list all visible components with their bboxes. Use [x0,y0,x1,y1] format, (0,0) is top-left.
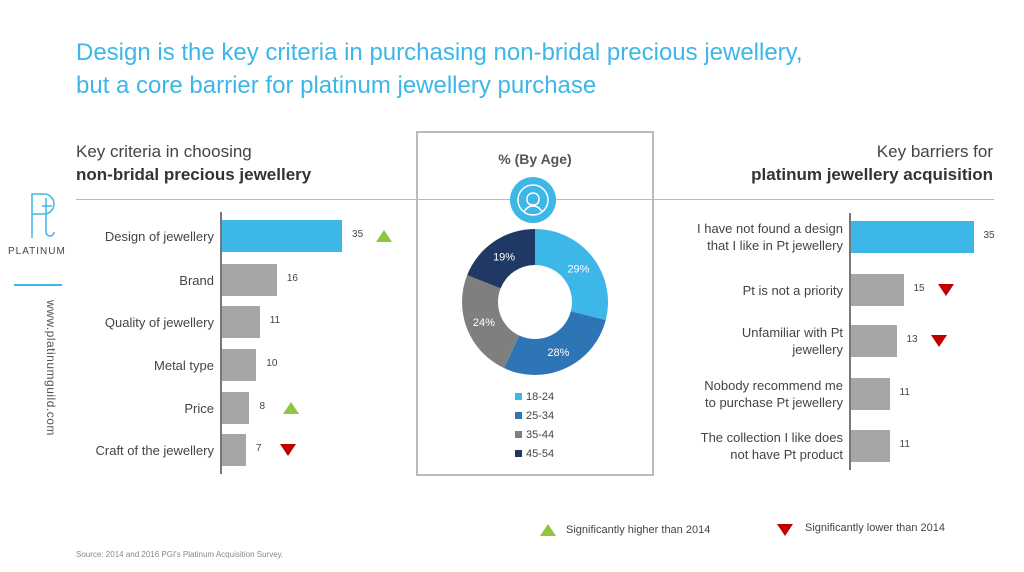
right-title-2: platinum jewellery acquisition [751,165,993,184]
bar-label: Craft of the jewellery [96,442,215,459]
bar-value: 11 [899,439,910,450]
age-panel [416,131,654,476]
bar-label-line: not have Pt product [730,447,843,462]
legend-swatch [515,393,522,400]
bar-label-line: Metal type [154,357,214,373]
bar-label: I have not found a design that I like in … [697,220,843,254]
legend-item: 25-34 [515,410,554,422]
bar-label-line: I have not found a design [696,221,843,236]
bar [851,325,897,357]
bar-label-line: Quality of jewellery [104,314,214,330]
legend-item: 35-44 [515,429,554,441]
legend-label: 18-24 [526,391,555,403]
donut-chart: 29% 28% 24% 19% [462,229,608,375]
title-line-1: Design is the key criteria in purchasing… [76,39,803,66]
logo-divider [14,284,62,286]
bar-label: The collection I like does not have Pt pr… [701,429,843,463]
bar-label-line: The collection I like does [700,430,843,445]
donut-slice [503,311,606,375]
donut-slice [535,229,608,321]
bar [851,378,890,410]
platinum-logo-icon [31,193,55,238]
bar-label: Quality of jewellery [105,314,214,331]
bar-value: 7 [256,443,262,454]
bar [851,430,890,462]
bar-label: Design of jewellery [105,228,214,245]
bar-value: 13 [906,334,918,345]
bar-label-line: Unfamiliar with Pt [741,325,843,340]
bar-value: 11 [899,387,910,398]
legend-label: 35-44 [526,429,555,441]
bar-label-line: that I like in Pt jewellery [707,238,843,253]
title-line-2: but a core barrier for platinum jeweller… [76,72,597,99]
bar-label: Price [184,400,214,417]
bar-label-line: jewellery [792,342,843,357]
legend-item: 18-24 [515,391,554,403]
donut-slice [462,275,520,369]
divider-right [654,199,994,200]
bar [222,434,246,466]
donut-slice [467,229,535,289]
bar [222,264,277,296]
bar-label-line: Brand [179,272,214,288]
bar-value: 8 [259,401,265,412]
bar-value: 11 [269,315,281,326]
website-url: www.platinumguild.com [44,300,58,436]
bar-label: Unfamiliar with Pt jewellery [742,324,843,358]
chart-axis [220,212,222,474]
slice-label: 28% [547,347,569,359]
bar-value: 16 [286,273,298,284]
increase-icon [376,230,393,242]
female-user-icon [510,177,556,223]
bar [851,221,974,253]
bar-label-line: Design of jewellery [104,228,214,244]
legend-up-icon [540,524,556,536]
legend-item: 45-54 [515,448,554,460]
legend-swatch [515,412,522,419]
bar [222,349,257,381]
donut-title: % (By Age) [498,151,572,167]
left-title-1: Key criteria in choosing [76,142,252,161]
bar [222,392,250,424]
bar-value: 35 [983,230,995,241]
bar-label-line: Craft of the jewellery [95,442,215,458]
right-title-1: Key barriers for [876,142,993,161]
bar-label-line: to purchase Pt jewellery [704,395,843,410]
bar-value: 35 [352,229,364,240]
decrease-icon [937,284,954,296]
bar-label-line: Pt is not a priority [742,282,843,298]
right-chart-title: Key barriers for platinum jewellery acqui… [751,140,993,186]
bar-value: 10 [266,358,278,369]
left-chart-title: Key criteria in choosing non-bridal preci… [76,140,311,186]
decrease-icon [930,335,947,347]
bar-label: Brand [179,272,214,289]
bar [851,274,904,306]
legend-swatch [515,450,522,457]
bar [222,220,343,252]
legend-down-icon [777,524,793,536]
bar-label: Metal type [154,357,214,374]
legend-down-label: Significantly lower than 2014 [805,522,946,534]
bar-label-line: Nobody recommend me [704,378,843,393]
chart-axis [849,213,851,470]
slice-label: 24% [473,317,495,329]
bar-label: Nobody recommend me to purchase Pt jewell… [704,377,843,411]
slice-label: 19% [493,252,515,264]
logo-text: PLATINUM [8,246,66,257]
increase-icon [283,402,300,414]
decrease-icon [280,444,296,456]
bar-label-line: Price [184,400,214,416]
left-title-2: non-bridal precious jewellery [76,165,312,184]
legend-swatch [515,431,522,438]
slice-label: 29% [567,263,589,275]
divider-left [76,199,416,200]
bar-label: Pt is not a priority [743,282,843,299]
legend-label: 25-34 [526,410,555,422]
bar [222,306,260,338]
legend-label: 45-54 [526,448,555,460]
slide-title: Design is the key criteria in purchasing… [76,36,803,102]
source-note: Source: 2014 and 2016 PGI's Platinum Acq… [76,550,284,559]
bar-value: 15 [913,283,925,294]
legend-up-label: Significantly higher than 2014 [566,524,711,536]
